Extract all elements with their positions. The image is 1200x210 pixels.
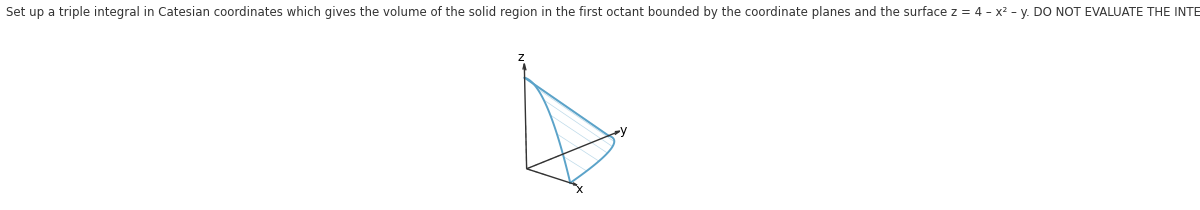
- Text: Set up a triple integral in Catesian coordinates which gives the volume of the s: Set up a triple integral in Catesian coo…: [6, 6, 1200, 19]
